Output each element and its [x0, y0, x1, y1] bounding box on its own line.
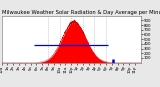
- Text: Milwaukee Weather Solar Radiation & Day Average per Minute W/m² (Today): Milwaukee Weather Solar Radiation & Day …: [2, 10, 160, 15]
